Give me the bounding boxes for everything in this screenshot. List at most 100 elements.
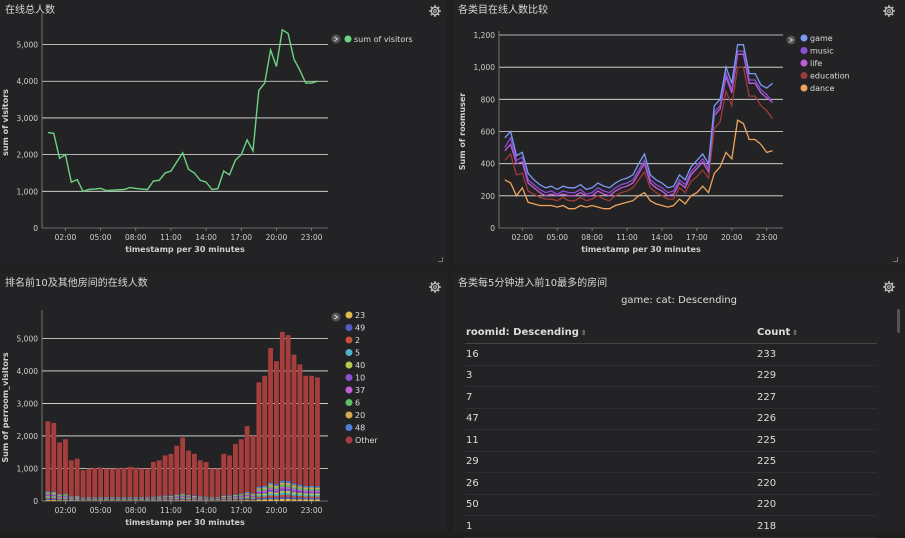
x-tick-label: 23:00	[756, 233, 778, 242]
legend-label: 23	[355, 311, 365, 320]
x-tick-label: 05:00	[90, 506, 112, 515]
bar-segment	[174, 500, 179, 501]
bar-segment-other	[174, 446, 179, 495]
bar-segment-other	[110, 468, 115, 497]
bar-segment	[245, 498, 250, 499]
bar-segment	[63, 496, 68, 497]
panel-title: 各类每5分钟进入前10最多的房间	[458, 274, 607, 289]
panel-top-entry-rooms: 各类每5分钟进入前10最多的房间 game: cat: Descending r…	[453, 273, 905, 532]
y-tick-label: 4,000	[17, 77, 39, 86]
bar-segment	[292, 494, 297, 496]
bar-segment	[239, 497, 244, 498]
bar-segment	[315, 492, 320, 493]
resize-handle[interactable]	[893, 257, 898, 262]
bar-segment	[245, 492, 250, 493]
bar-segment	[192, 498, 197, 499]
bar-segment-other	[303, 376, 308, 486]
legend-label: music	[810, 47, 834, 56]
bar-segment-other	[45, 421, 50, 491]
bar-segment	[268, 492, 273, 494]
bar-segment-other	[204, 462, 209, 496]
bar-segment	[63, 494, 68, 495]
bar-segment	[186, 499, 191, 500]
bar-segment	[174, 499, 179, 500]
bar-segment	[303, 486, 308, 488]
table-caption: game: cat: Descending	[453, 295, 905, 306]
x-axis-title: timestamp per 30 minutes	[125, 245, 245, 254]
x-axis-title: timestamp per 30 minutes	[581, 245, 701, 254]
bar-segment	[309, 496, 314, 498]
bar-segment	[251, 500, 256, 501]
bar-segment	[233, 498, 238, 499]
bar-segment	[51, 499, 56, 500]
bar-segment	[45, 492, 50, 493]
bar-segment	[251, 498, 256, 499]
bar-segment	[256, 494, 261, 495]
bar-segment	[45, 500, 50, 501]
bar-segment	[221, 497, 226, 498]
bar-segment-other	[122, 468, 127, 497]
bar-segment	[186, 498, 191, 499]
bar-segment	[256, 492, 261, 493]
column-header-count[interactable]: Count⇕	[756, 321, 877, 344]
legend-swatch	[801, 85, 808, 92]
legend-swatch	[346, 349, 353, 356]
x-tick-label: 14:00	[195, 233, 217, 242]
bar-segment	[233, 499, 238, 500]
resize-handle[interactable]	[438, 257, 443, 262]
bar-segment	[262, 499, 267, 501]
bar-segment	[57, 500, 62, 501]
bar-segment-other	[262, 376, 267, 486]
bar-segment	[57, 498, 62, 499]
legend-swatch	[346, 337, 353, 344]
bar-segment	[256, 500, 261, 501]
bar-segment-other	[81, 470, 86, 497]
bar-segment	[239, 495, 244, 496]
legend-swatch	[346, 374, 353, 381]
sort-icon[interactable]: ⇕	[792, 329, 798, 337]
bar-segment	[75, 496, 80, 497]
column-header-roomid[interactable]: roomid: Descending⇕	[465, 321, 756, 344]
bar-segment	[245, 497, 250, 498]
bar-segment	[233, 497, 238, 498]
bar-segment	[315, 486, 320, 487]
legend-swatch	[346, 312, 353, 319]
y-tick-label: 5,000	[17, 41, 39, 50]
y-tick-label: 2,000	[17, 432, 39, 441]
scrollbar[interactable]	[897, 309, 900, 333]
bar-segment	[292, 490, 297, 492]
bar-segment	[286, 491, 291, 493]
bar-segment	[174, 500, 179, 501]
bar-segment	[280, 493, 285, 495]
bar-segment	[251, 493, 256, 494]
legend-swatch	[345, 36, 352, 43]
bar-segment-other	[286, 335, 291, 481]
bar-segment	[274, 489, 279, 491]
bar-segment-other	[280, 332, 285, 481]
bar-segment	[186, 497, 191, 498]
bar-segment	[180, 500, 185, 501]
bar-segment	[169, 499, 174, 500]
legend-swatch	[801, 47, 808, 54]
bar-segment	[75, 499, 80, 500]
bar-segment	[256, 487, 261, 488]
y-axis-title: sum of visitors	[1, 89, 10, 156]
bar-segment-other	[51, 423, 56, 492]
bar-segment	[63, 500, 68, 501]
legend-swatch	[801, 60, 808, 67]
series-line-game	[505, 45, 773, 190]
bar-segment-other	[315, 377, 320, 486]
bar-segment	[256, 490, 261, 491]
gear-icon[interactable]	[882, 280, 896, 294]
bar-segment	[262, 487, 267, 489]
bar-segment	[45, 494, 50, 495]
bar-segment	[274, 496, 279, 498]
bar-segment	[292, 492, 297, 494]
bar-segment	[180, 494, 185, 495]
bar-segment	[192, 500, 197, 501]
sort-icon[interactable]: ⇕	[581, 329, 587, 337]
bar-segment	[262, 495, 267, 497]
